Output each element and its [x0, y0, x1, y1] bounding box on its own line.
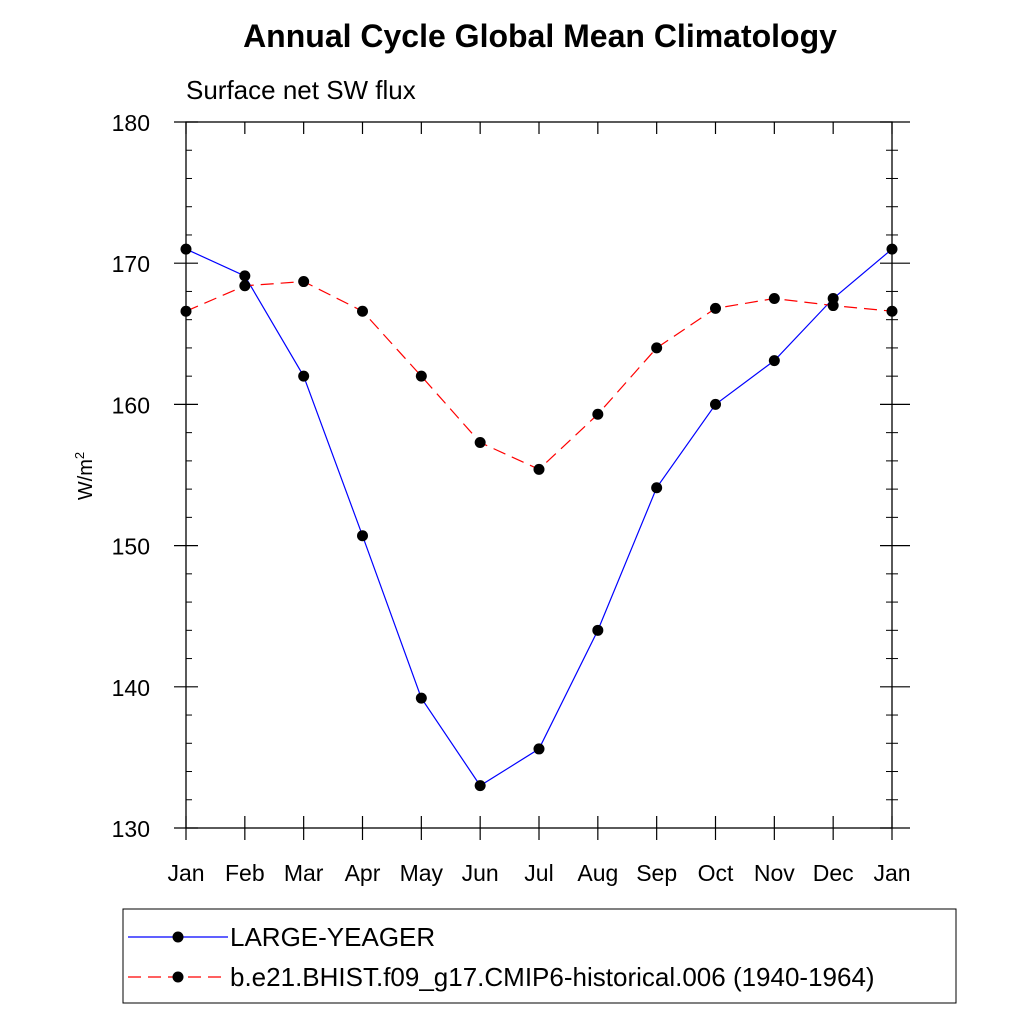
legend-marker — [172, 971, 184, 983]
plot-frame — [185, 121, 893, 829]
series-line — [185, 248, 893, 787]
data-point — [533, 463, 545, 475]
x-tick-label: May — [400, 860, 444, 886]
series-lines — [185, 248, 893, 787]
x-tick-label: Feb — [225, 860, 265, 886]
y-tick-label: 150 — [112, 534, 150, 560]
x-tick-label: Mar — [284, 860, 324, 886]
legend-items: LARGE-YEAGER b.e21.BHIST.f09_g17.CMIP6-hi… — [128, 922, 875, 992]
y-axis-label: W/m2 — [72, 452, 97, 500]
data-point — [298, 370, 310, 382]
data-point — [592, 408, 604, 420]
x-tick-label: Jan — [873, 860, 910, 886]
data-point — [592, 624, 604, 636]
y-tick-labels: 130 140 150 160 170 180 — [112, 110, 150, 842]
legend-box — [122, 908, 957, 1004]
series-markers — [180, 243, 898, 792]
data-point — [651, 482, 663, 494]
data-point — [474, 780, 486, 792]
series-line — [185, 280, 893, 471]
x-tick-labels: Jan Feb Mar Apr May Jun Jul Aug Sep Oct Nov Dec Jan — [167, 860, 910, 886]
chart-subtitle: Surface net SW flux — [186, 75, 416, 105]
data-point — [239, 270, 251, 282]
x-tick-label: Apr — [345, 860, 381, 886]
y-axis-label-superscript: 2 — [72, 452, 87, 459]
data-point — [298, 276, 310, 288]
data-point — [357, 305, 368, 317]
data-point — [710, 302, 721, 314]
y-tick-label: 180 — [112, 110, 150, 136]
y-tick-label: 130 — [112, 816, 150, 842]
data-point — [180, 243, 192, 255]
y-tick-label: 140 — [112, 675, 150, 701]
data-point — [651, 342, 663, 354]
x-tick-label: Jan — [167, 860, 204, 886]
data-point — [710, 398, 721, 410]
data-point — [239, 280, 251, 292]
legend-marker — [172, 931, 184, 943]
data-point — [415, 370, 427, 382]
data-point — [827, 300, 839, 312]
y-tick-label: 160 — [112, 392, 150, 418]
legend-label: LARGE-YEAGER — [230, 922, 435, 952]
data-point — [886, 243, 898, 255]
axis-ticks — [174, 121, 910, 840]
data-point — [886, 305, 898, 317]
y-axis-label-unit: W/m — [75, 459, 97, 500]
x-tick-label: Dec — [813, 860, 854, 886]
chart-title: Annual Cycle Global Mean Climatology — [243, 18, 837, 54]
data-point — [415, 692, 427, 704]
y-tick-label: 170 — [112, 251, 150, 277]
data-point — [533, 743, 545, 755]
x-tick-label: Oct — [698, 860, 734, 886]
data-point — [768, 293, 780, 304]
x-tick-label: Aug — [577, 860, 618, 886]
legend: LARGE-YEAGER b.e21.BHIST.f09_g17.CMIP6-hi… — [122, 908, 957, 1004]
x-tick-label: Nov — [754, 860, 795, 886]
legend-label: b.e21.BHIST.f09_g17.CMIP6-historical.006… — [230, 962, 875, 992]
x-tick-label: Sep — [636, 860, 677, 886]
data-point — [768, 355, 780, 367]
x-tick-label: Jul — [524, 860, 553, 886]
data-point — [357, 530, 368, 542]
x-tick-label: Jun — [462, 860, 499, 886]
data-point — [474, 437, 486, 449]
data-point — [180, 305, 192, 317]
